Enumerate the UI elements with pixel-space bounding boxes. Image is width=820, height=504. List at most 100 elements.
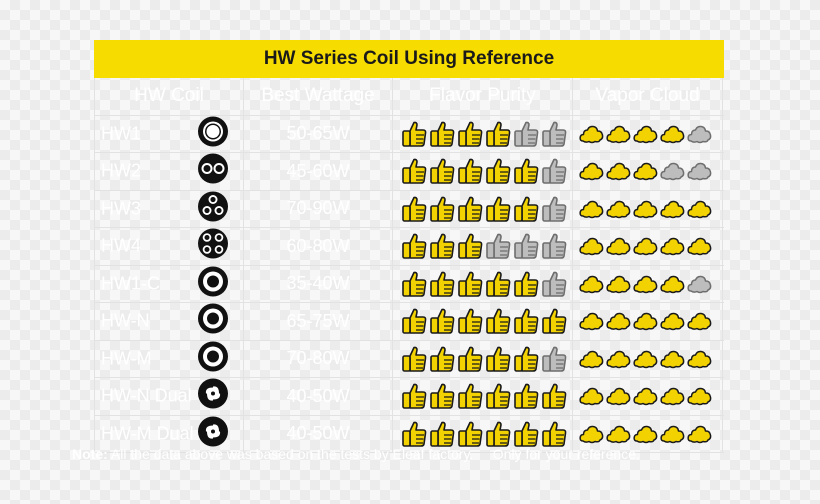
vapor-cloud-filled-icon	[633, 125, 658, 143]
vapor-rating	[573, 190, 723, 227]
thumbs-up-filled-icon	[430, 421, 455, 447]
flavor-rating	[393, 190, 573, 227]
vapor-cloud-filled-icon	[633, 275, 658, 293]
thumbs-up-filled-icon	[402, 383, 427, 410]
thumbs-up-empty-icon	[542, 346, 567, 372]
table-row: HW-M 70-80W	[94, 340, 724, 378]
vapor-cloud-filled-icon	[579, 162, 604, 181]
wattage-cell: 40-50W	[244, 415, 393, 452]
wattage-cell: 70-80W	[244, 340, 393, 377]
vapor-rating	[573, 378, 723, 415]
vapor-cloud-empty-icon	[687, 125, 712, 143]
dual-coil-icon	[198, 153, 228, 184]
vapor-cloud-filled-icon	[660, 237, 685, 256]
thumbs-up-empty-icon	[542, 233, 567, 260]
thumbs-up-filled-icon	[514, 271, 539, 297]
flavor-rating	[393, 303, 573, 340]
table-title-text: HW Series Coil Using Reference	[263, 48, 555, 69]
footnote-label: Note:	[72, 446, 108, 462]
thumbs-up-filled-icon	[402, 308, 427, 335]
coil-name: HW-N	[101, 310, 150, 331]
header-hw-coil: HW Coil	[94, 78, 244, 115]
thumbs-up-filled-icon	[458, 308, 483, 335]
vapor-cloud-filled-icon	[606, 162, 631, 181]
vapor-cloud-filled-icon	[660, 425, 685, 443]
vapor-cloud-filled-icon	[660, 125, 685, 143]
coil-name: HW-M	[101, 348, 152, 369]
vapor-cloud-filled-icon	[606, 275, 631, 293]
wattage-cell: 45-60W	[244, 153, 393, 190]
vapor-cloud-empty-icon	[687, 162, 712, 181]
thumbs-up-filled-icon	[458, 346, 483, 372]
table-header-row: HW Coil Best Wattage Flavor Purity Vapor…	[94, 78, 724, 116]
thumbs-up-filled-icon	[458, 383, 483, 410]
coil-icon-wrapper	[197, 265, 229, 302]
flavor-rating	[393, 415, 573, 452]
coil-name: HW-N Dual	[101, 385, 192, 406]
thumbs-up-filled-icon	[402, 271, 427, 297]
coil-cell: HW-N	[94, 303, 244, 340]
vapor-cloud-filled-icon	[633, 200, 658, 218]
thumbs-up-empty-icon	[542, 158, 567, 185]
thumbs-up-filled-icon	[486, 383, 511, 410]
thumbs-up-filled-icon	[402, 421, 427, 447]
thumbs-up-filled-icon	[430, 158, 455, 185]
thumbs-up-filled-icon	[458, 196, 483, 222]
vapor-cloud-filled-icon	[660, 387, 685, 406]
vapor-rating	[573, 303, 723, 340]
vapor-cloud-filled-icon	[633, 350, 658, 368]
thumbs-up-empty-icon	[542, 121, 567, 147]
wattage-cell: 65-75W	[244, 303, 393, 340]
coil-icon-wrapper	[197, 153, 229, 190]
coil-cell: HW4	[94, 228, 244, 265]
vapor-cloud-filled-icon	[687, 237, 712, 256]
vapor-cloud-filled-icon	[606, 387, 631, 406]
vapor-cloud-filled-icon	[606, 237, 631, 256]
coil-name: HW1-C	[101, 273, 160, 294]
flavor-rating	[393, 153, 573, 190]
quad-coil-icon	[198, 228, 228, 259]
triple-coil-icon	[198, 191, 228, 222]
table-row: HW3 70-90W	[94, 190, 724, 228]
thumbs-up-filled-icon	[458, 121, 483, 147]
vapor-rating	[573, 153, 723, 190]
vapor-cloud-filled-icon	[687, 350, 712, 368]
thumbs-up-filled-icon	[486, 271, 511, 297]
coil-cell: HW-N Dual	[94, 378, 244, 415]
coil-name: HW4	[101, 235, 141, 256]
thumbs-up-filled-icon	[542, 421, 567, 447]
vapor-cloud-filled-icon	[660, 200, 685, 218]
thumbs-up-filled-icon	[514, 308, 539, 335]
wattage-cell: 50-65W	[244, 115, 393, 152]
vapor-cloud-filled-icon	[687, 200, 712, 218]
flavor-rating	[393, 340, 573, 377]
vapor-cloud-filled-icon	[687, 312, 712, 331]
vapor-cloud-filled-icon	[606, 312, 631, 331]
vapor-cloud-filled-icon	[579, 125, 604, 143]
thumbs-up-filled-icon	[402, 158, 427, 185]
coil-cell: HW3	[94, 190, 244, 227]
thumbs-up-filled-icon	[486, 196, 511, 222]
vapor-cloud-filled-icon	[579, 387, 604, 406]
thumbs-up-filled-icon	[458, 233, 483, 260]
flavor-rating	[393, 115, 573, 152]
vapor-rating	[573, 340, 723, 377]
thumbs-up-filled-icon	[458, 158, 483, 185]
swirl-coil-icon	[198, 416, 228, 447]
vapor-cloud-filled-icon	[687, 387, 712, 406]
vapor-cloud-filled-icon	[633, 312, 658, 331]
thumbs-up-empty-icon	[542, 196, 567, 222]
thumbs-up-empty-icon	[514, 233, 539, 260]
thumbs-up-filled-icon	[486, 121, 511, 147]
wattage-cell: 70-90W	[244, 190, 393, 227]
thumbs-up-filled-icon	[542, 383, 567, 410]
footnote-text: All the data above was based on the test…	[107, 446, 474, 462]
thumbs-up-filled-icon	[402, 121, 427, 147]
flavor-rating	[393, 378, 573, 415]
table-row: HW1-C 35-40W	[94, 265, 724, 303]
coil-icon-wrapper	[197, 415, 229, 452]
thumbs-up-filled-icon	[514, 196, 539, 222]
coil-icon-wrapper	[197, 190, 229, 227]
vapor-cloud-filled-icon	[633, 162, 658, 181]
thumbs-up-filled-icon	[430, 271, 455, 297]
